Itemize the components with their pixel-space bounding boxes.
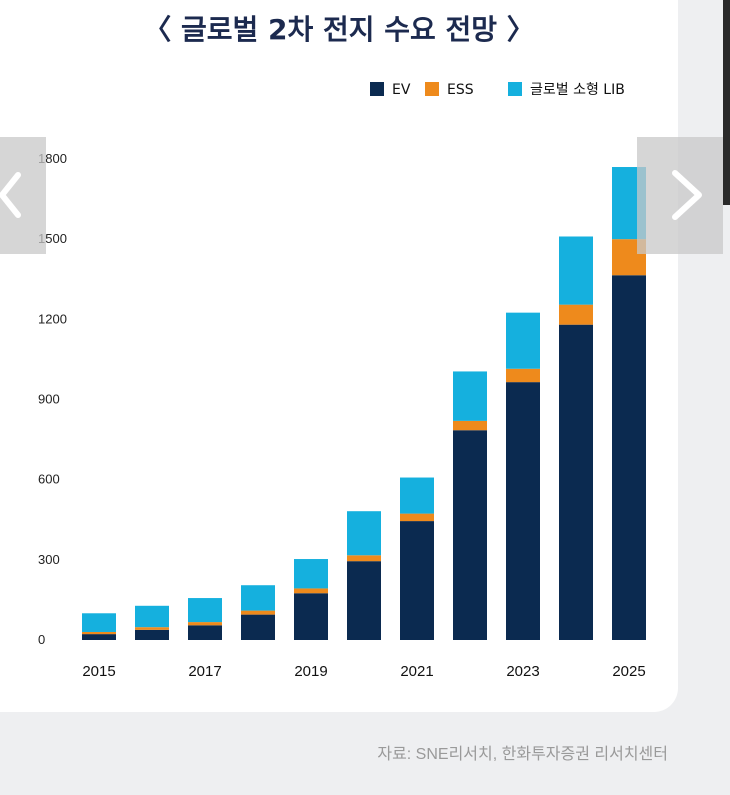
legend-swatch [508,82,522,96]
y-tick-label: 0 [38,632,45,647]
bar-segment [506,382,540,640]
bar-segment [188,625,222,640]
legend-label: 글로벌 소형 LIB [530,82,625,98]
bar-segment [506,368,540,383]
bar-segment [82,631,116,635]
bar-segment [82,613,116,632]
bar-segment [241,614,275,640]
x-tick-label: 2023 [506,663,539,680]
bar-segment [241,585,275,611]
bar-segment [294,593,328,640]
chevron-left-icon [0,172,21,218]
bar-segment [559,304,593,325]
bar-segment [294,588,328,594]
bar-segment [506,312,540,369]
bar-segment [347,561,381,640]
bar-segment [188,598,222,623]
bar-segment [400,513,434,522]
legend-label: ESS [447,82,474,98]
chart-title: 〈 글로벌 2차 전지 수요 전망 〉 [143,13,535,46]
edge-scrollbar [723,0,730,205]
bar-segment [82,634,116,640]
bar-segment [188,622,222,626]
bar-segment [453,430,487,640]
legend-swatch [425,82,439,96]
bar-segment [612,275,646,640]
bar-segment [559,324,593,640]
bar-segment [135,605,169,628]
x-tick-label: 2021 [400,663,433,680]
y-tick-label: 300 [38,552,60,567]
bar-segment [135,627,169,630]
y-tick-label: 1200 [38,311,67,326]
source-note: 자료: SNE리서치, 한화투자증권 리서치센터 [377,746,668,763]
y-tick-label: 600 [38,472,60,487]
next-slide-button[interactable] [637,137,723,254]
chevron-right-icon [672,170,702,220]
legend-label: EV [392,82,411,98]
bar-segment [294,559,328,589]
bar-segment [453,420,487,431]
bar-segment [400,521,434,640]
bar-segment [241,610,275,615]
legend-swatch [370,82,384,96]
y-tick-label: 900 [38,392,60,407]
bar-segment [347,555,381,562]
x-tick-label: 2015 [82,663,115,680]
bar-segment [400,477,434,514]
bar-segment [135,629,169,640]
bar-segment [453,371,487,421]
x-tick-label: 2025 [612,663,645,680]
bar-segment [347,511,381,556]
bar-segment [559,236,593,305]
previous-slide-button[interactable] [0,137,46,254]
x-tick-label: 2019 [294,663,327,680]
x-tick-label: 2017 [188,663,221,680]
